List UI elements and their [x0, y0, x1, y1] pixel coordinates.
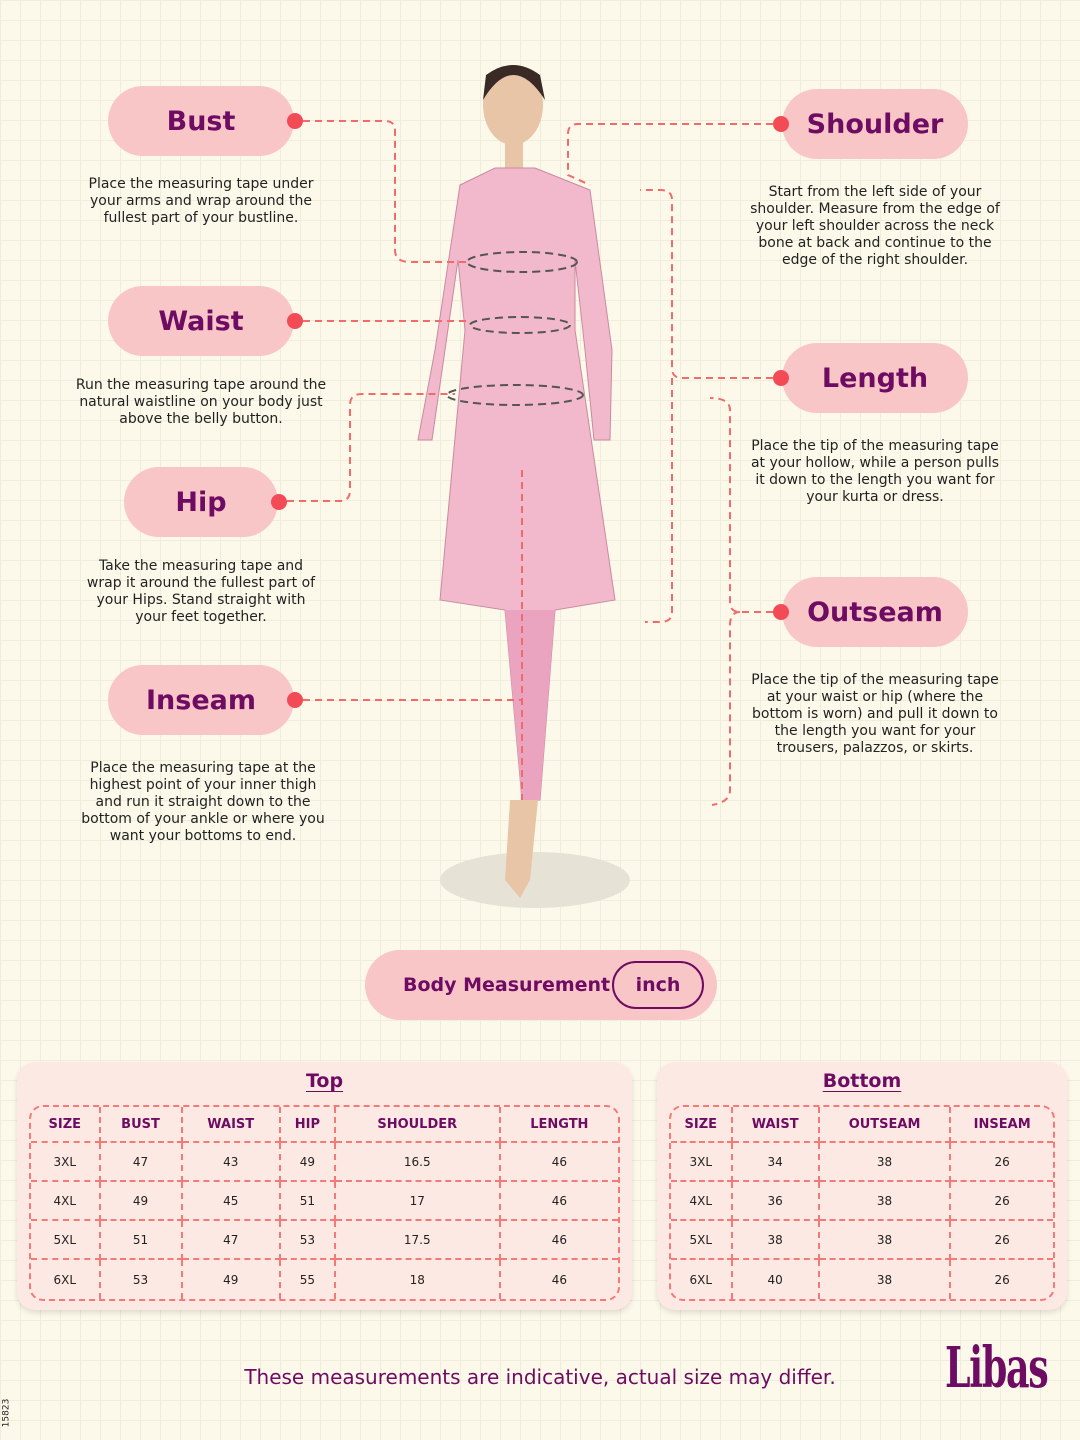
bust-label: Bust: [108, 86, 294, 156]
image-code: 15823: [1, 1398, 12, 1428]
table-cell: 16.5: [335, 1143, 501, 1182]
table-cell: 43: [182, 1143, 281, 1182]
table-cell: 53: [280, 1221, 336, 1260]
illustration: [287, 65, 773, 908]
shoulder-marker: [773, 116, 789, 132]
table-cell: 36: [732, 1182, 820, 1221]
column-header: HIP: [280, 1107, 336, 1143]
table-cell: 45: [182, 1182, 281, 1221]
table-row: 4XL 36 38 26: [671, 1182, 1053, 1221]
inseam-marker: [287, 692, 303, 708]
column-header: BUST: [100, 1107, 183, 1143]
table-cell: 26: [951, 1143, 1053, 1182]
table-cell: 49: [100, 1182, 183, 1221]
table-cell: 51: [100, 1221, 183, 1260]
table-cell: 3XL: [671, 1143, 733, 1182]
table-cell: 47: [182, 1221, 281, 1260]
waist-label: Waist: [108, 286, 294, 356]
disclaimer: These measurements are indicative, actua…: [244, 1365, 836, 1389]
table-cell: 17: [335, 1182, 501, 1221]
outseam-marker: [773, 604, 789, 620]
column-header: INSEAM: [951, 1107, 1053, 1143]
waist-description: Run the measuring tape around the natura…: [75, 377, 327, 427]
table-cell: 38: [819, 1221, 952, 1260]
shoulder-label: Shoulder: [782, 89, 968, 159]
table-row: 5XL 38 38 26: [671, 1221, 1053, 1260]
table-cell: 38: [820, 1260, 952, 1299]
table-row: 6XL 53 49 55 18 46: [31, 1260, 618, 1299]
hip-description: Take the measuring tape and wrap it arou…: [86, 558, 316, 625]
table-row: 3XL 34 38 26: [671, 1143, 1053, 1182]
body-measurement-bar: Body Measurement inch: [365, 950, 717, 1020]
top-size-table: SIZE BUST WAIST HIP SHOULDER LENGTH 3XL 47 43 49 1…: [29, 1105, 620, 1301]
table-cell: 46: [551, 1272, 567, 1287]
inseam-description: Place the measuring tape at the highest …: [81, 760, 325, 844]
table-cell: 26: [951, 1182, 1053, 1221]
table-cell: 4XL: [31, 1182, 101, 1221]
waist-marker: [287, 313, 303, 329]
top-size-card: Top SIZE BUST WAIST HIP SHOULDER LENGTH 3XL 47 4…: [17, 1062, 632, 1310]
table-cell: 46: [500, 1182, 618, 1221]
table-cell: 55: [281, 1260, 336, 1299]
table-cell: 5XL: [671, 1221, 733, 1260]
table-cell: 49: [280, 1143, 336, 1182]
bottom-size-card: Bottom SIZE WAIST OUTSEAM INSEAM 3XL 34 38 26 4X…: [657, 1062, 1067, 1310]
table-row: 3XL 47 43 49 16.5 46: [31, 1143, 618, 1182]
guide-lines: [287, 120, 773, 806]
table-cell: 17.5: [335, 1221, 501, 1260]
inseam-label: Inseam: [108, 665, 294, 735]
body-measurement-label: Body Measurement: [403, 974, 611, 996]
column-header: SIZE: [31, 1107, 101, 1143]
table-cell: 40: [733, 1260, 820, 1299]
bottom-size-table: SIZE WAIST OUTSEAM INSEAM 3XL 34 38 26 4XL 36 38 26…: [669, 1105, 1055, 1301]
top-table-title: Top: [305, 1070, 344, 1092]
table-cell: 4XL: [671, 1182, 733, 1221]
table-cell: 3XL: [31, 1143, 101, 1182]
column-header: SIZE: [671, 1107, 733, 1143]
table-row: 6XL 40 38 26: [671, 1260, 1053, 1299]
model-figure: [417, 65, 630, 908]
table-cell: 46: [500, 1221, 618, 1260]
brand-logo: Libas: [945, 1335, 1049, 1401]
table-cell: 49: [183, 1260, 281, 1299]
table-cell: 6XL: [31, 1260, 101, 1299]
column-header: WAIST: [182, 1107, 281, 1143]
outseam-description: Place the tip of the measuring tape at y…: [751, 672, 999, 756]
column-header: OUTSEAM: [819, 1107, 952, 1143]
hip-marker: [271, 494, 287, 510]
unit-toggle[interactable]: inch: [612, 961, 704, 1009]
table-cell: 51: [280, 1182, 336, 1221]
table-cell: 34: [732, 1143, 820, 1182]
outseam-label: Outseam: [782, 577, 968, 647]
column-header: SHOULDER: [335, 1107, 501, 1143]
table-cell: 5XL: [31, 1221, 101, 1260]
table-cell: 38: [819, 1143, 952, 1182]
table-cell: 53: [101, 1260, 183, 1299]
table-cell: 26: [951, 1221, 1053, 1260]
bust-marker: [287, 113, 303, 129]
bottom-table-title: Bottom: [822, 1070, 902, 1092]
table-cell: 47: [100, 1143, 183, 1182]
hip-label: Hip: [124, 467, 278, 537]
length-marker: [773, 370, 789, 386]
table-cell: 26: [994, 1272, 1010, 1287]
shoulder-description: Start from the left side of your shoulde…: [750, 184, 1000, 268]
table-row: 4XL 49 45 51 17 46: [31, 1182, 618, 1221]
table-cell: 38: [819, 1182, 952, 1221]
bust-description: Place the measuring tape under your arms…: [88, 176, 314, 226]
column-header: LENGTH: [500, 1107, 618, 1143]
length-label: Length: [782, 343, 968, 413]
table-cell: 46: [500, 1143, 618, 1182]
length-description: Place the tip of the measuring tape at y…: [750, 438, 1000, 505]
table-row: 5XL 51 47 53 17.5 46: [31, 1221, 618, 1260]
column-header: WAIST: [732, 1107, 820, 1143]
table-cell: 38: [732, 1221, 820, 1260]
table-cell: 6XL: [671, 1260, 733, 1299]
table-cell: 18: [336, 1260, 501, 1299]
